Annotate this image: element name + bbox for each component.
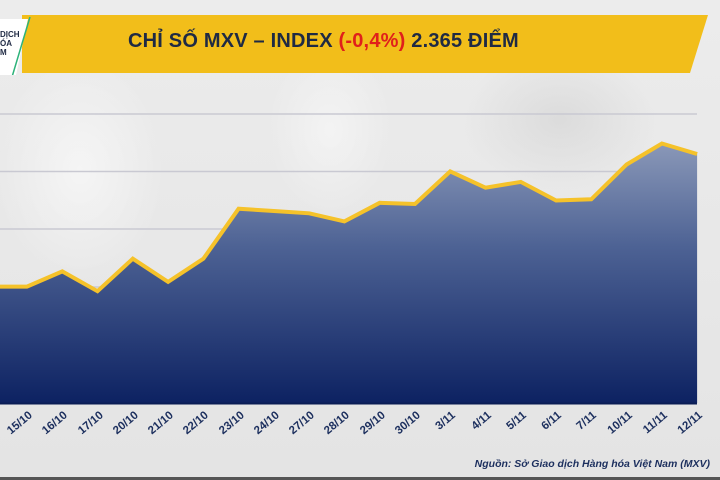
logo: DỊCH ÓA M [0,30,20,57]
chart-title: CHỈ SỐ MXV – INDEX (-0,4%) 2.365 ĐIỂM [128,30,519,60]
bottom-border [0,477,720,480]
source-note: Nguồn: Sở Giao dịch Hàng hóa Việt Nam (M… [474,458,710,470]
title-banner [0,13,708,75]
index-line [0,141,698,294]
title-change-percent: (-0,4%) [338,30,406,52]
logo-line: ÓA [0,39,12,48]
area-fill [0,143,698,403]
logo-line: M [0,48,7,57]
logo-line: DỊCH [0,30,20,39]
title-index-value: 2.365 ĐIỂM [405,30,519,52]
title-prefix: CHỈ SỐ MXV – INDEX [128,30,339,52]
